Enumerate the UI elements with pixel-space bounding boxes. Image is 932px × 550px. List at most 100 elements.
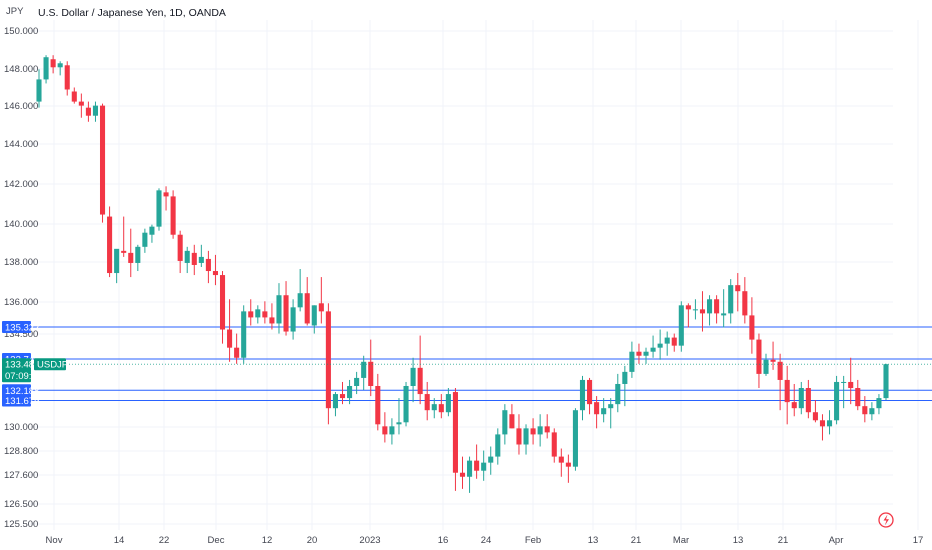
candle-body bbox=[248, 311, 254, 318]
candle-body bbox=[347, 385, 353, 399]
candle-body bbox=[671, 337, 677, 346]
x-tick-label: 22 bbox=[159, 535, 170, 546]
candle-body bbox=[643, 351, 649, 356]
candle-body bbox=[368, 361, 374, 386]
candle-body bbox=[57, 63, 63, 68]
level-price-label: 131.679 bbox=[5, 396, 39, 407]
candle-body bbox=[664, 337, 670, 344]
candle-body bbox=[558, 456, 564, 463]
y-tick-label: 130.000 bbox=[4, 422, 38, 433]
x-tick-label: 16 bbox=[438, 535, 449, 546]
candle-body bbox=[64, 65, 70, 90]
candle-body bbox=[615, 383, 621, 405]
candle-body bbox=[459, 472, 466, 477]
candle-body bbox=[791, 402, 797, 409]
candle-body bbox=[565, 462, 571, 467]
candle-body bbox=[756, 339, 762, 374]
x-tick-label: Nov bbox=[46, 535, 63, 546]
horizontal-levels[interactable] bbox=[30, 326, 932, 402]
lightning-icon[interactable] bbox=[878, 512, 894, 528]
candle-body bbox=[50, 59, 56, 68]
candle-body bbox=[841, 381, 847, 383]
candle-body bbox=[544, 426, 550, 433]
x-tick-label: Mar bbox=[673, 535, 689, 546]
candle-body bbox=[361, 361, 367, 378]
candle-body bbox=[339, 394, 346, 399]
candle-body bbox=[92, 105, 99, 116]
y-tick-label: 136.000 bbox=[4, 297, 38, 308]
candle-body bbox=[71, 91, 77, 102]
candle-body bbox=[99, 105, 106, 215]
candle-body bbox=[431, 404, 437, 411]
candles bbox=[36, 55, 889, 493]
candle-body bbox=[728, 285, 734, 314]
y-tick-label: 142.000 bbox=[4, 179, 38, 190]
candle-body bbox=[191, 252, 197, 265]
candle-body bbox=[318, 303, 324, 312]
symbol-tag bbox=[34, 358, 66, 371]
candle-body bbox=[424, 394, 430, 411]
candle-body bbox=[121, 250, 127, 253]
x-tick-label: 12 bbox=[262, 535, 273, 546]
y-tick-label: 150.000 bbox=[4, 26, 38, 37]
candle-body bbox=[707, 299, 713, 314]
candle-body bbox=[650, 347, 656, 352]
level-price-tag bbox=[2, 321, 31, 334]
candle-body bbox=[290, 307, 296, 332]
candle-body bbox=[883, 364, 889, 399]
candle-body bbox=[601, 408, 607, 415]
candle-body bbox=[269, 317, 275, 324]
candle-body bbox=[551, 432, 557, 457]
x-tick-label: 24 bbox=[481, 535, 492, 546]
x-tick-label: 21 bbox=[778, 535, 789, 546]
candle-body bbox=[255, 309, 261, 318]
candle-body bbox=[876, 398, 882, 409]
y-tick-label: 127.600 bbox=[4, 470, 38, 481]
candle-body bbox=[594, 402, 600, 415]
candle-body bbox=[107, 216, 113, 274]
candle-body bbox=[502, 410, 508, 435]
candle-body bbox=[283, 295, 289, 332]
currency-label: JPY bbox=[6, 6, 24, 17]
candle-body bbox=[128, 252, 134, 263]
time-axis[interactable]: Nov 14 22 Dec 12 20 2023 16 24 Feb 13 21 Mar 13 21 Apr 1… bbox=[46, 535, 924, 546]
x-tick-label: 2023 bbox=[359, 535, 380, 546]
candle-body bbox=[382, 426, 388, 435]
candle-body bbox=[438, 404, 444, 413]
candle-body bbox=[742, 291, 748, 316]
level-price-label: 132.188 bbox=[5, 386, 39, 397]
candle-body bbox=[474, 460, 480, 471]
price-axis[interactable]: 150.000 148.000 146.000 144.000 142.000 140.0… bbox=[4, 26, 38, 530]
candle-body bbox=[826, 420, 833, 427]
candle-body bbox=[389, 426, 395, 435]
level-price-label: 135.322 bbox=[5, 323, 39, 334]
candle-body bbox=[304, 293, 310, 324]
chart-title: U.S. Dollar / Japanese Yen, 1D, OANDA bbox=[38, 7, 226, 19]
countdown-label: 07:09:10 bbox=[5, 371, 42, 382]
y-tick-label: 146.000 bbox=[4, 101, 38, 112]
candle-body bbox=[135, 246, 141, 263]
candle-body bbox=[452, 392, 458, 473]
candle-body bbox=[608, 404, 614, 409]
candle-body bbox=[163, 192, 169, 197]
x-tick-label: 21 bbox=[631, 535, 642, 546]
candle-body bbox=[523, 428, 529, 445]
candle-body bbox=[212, 271, 218, 276]
candle-body bbox=[834, 381, 840, 421]
candle-body bbox=[587, 379, 593, 405]
candle-body bbox=[777, 361, 783, 380]
candle-body bbox=[78, 101, 84, 106]
candle-body bbox=[170, 196, 176, 235]
candle-body bbox=[297, 293, 303, 308]
x-tick-label: 17 bbox=[913, 535, 924, 546]
candle-body bbox=[262, 311, 268, 318]
level-price-tag bbox=[2, 384, 31, 397]
candle-body bbox=[749, 315, 755, 340]
candle-body bbox=[396, 422, 402, 425]
candle-body bbox=[770, 359, 776, 362]
candle-body bbox=[678, 305, 684, 346]
candle-body bbox=[636, 351, 642, 356]
candle-body bbox=[763, 359, 769, 374]
candle-body bbox=[114, 248, 120, 274]
